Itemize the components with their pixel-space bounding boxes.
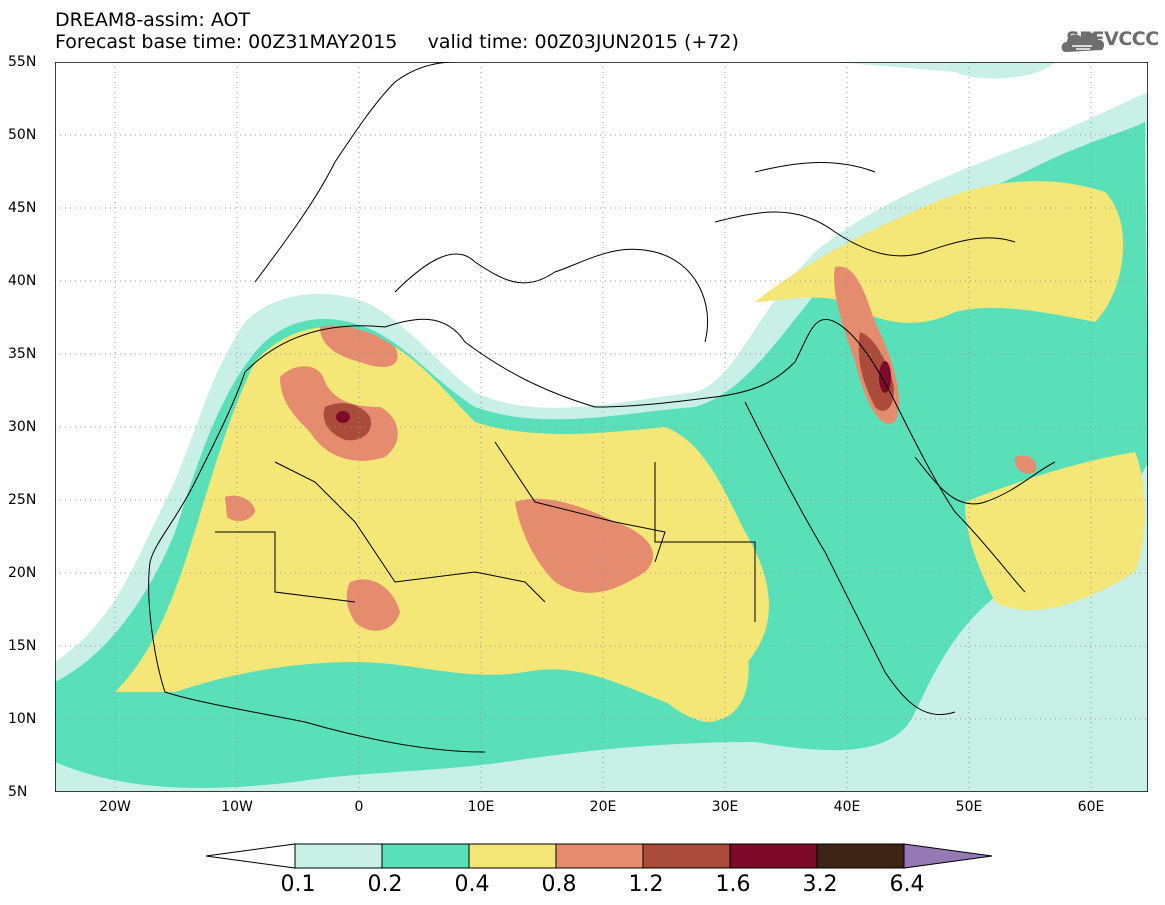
colorbar-swatch — [816, 843, 905, 869]
cloud-icon — [1061, 32, 1105, 52]
lat-label: 15N — [8, 638, 37, 654]
colorbar-label: 1.2 — [628, 872, 664, 897]
lat-label: 25N — [8, 492, 37, 508]
lat-label: 35N — [8, 346, 37, 362]
lon-label: 10E — [467, 799, 495, 815]
lat-label: 30N — [8, 419, 37, 435]
lat-label: 50N — [8, 127, 37, 143]
lat-label: 20N — [8, 565, 37, 581]
lat-label: 40N — [8, 273, 37, 289]
colorbar-swatch — [642, 843, 731, 869]
lon-label: 60E — [1077, 799, 1105, 815]
colorbar-swatch — [294, 843, 383, 869]
colorbar-label: 0.8 — [541, 872, 577, 897]
lat-label: 10N — [8, 711, 37, 727]
colorbar-label: 0.2 — [367, 872, 403, 897]
colorbar-swatch — [468, 843, 557, 869]
colorbar-label: 6.4 — [889, 872, 925, 897]
colorbar-swatch — [729, 843, 818, 869]
lon-label: 50E — [955, 799, 983, 815]
coastlines — [148, 62, 1056, 753]
lat-label: 45N — [8, 200, 37, 216]
forecast-time-subtitle: Forecast base time: 00Z31MAY2015 valid t… — [55, 31, 739, 53]
lon-label: 20W — [99, 799, 131, 815]
logo-text: SEEVCCC — [1066, 28, 1159, 50]
colorbar-over-arrow — [903, 843, 993, 869]
colorbar-label: 3.2 — [802, 872, 838, 897]
aot-map — [55, 62, 1148, 792]
chart-title: DREAM8-assim: AOT — [55, 9, 251, 31]
colorbar-swatch — [555, 843, 644, 869]
colorbar — [205, 843, 993, 869]
lat-label: 5N — [8, 784, 28, 800]
aot-band-0.4 — [115, 181, 1145, 722]
lon-label: 10W — [221, 799, 253, 815]
lon-label: 20E — [589, 799, 617, 815]
colorbar-label: 1.6 — [715, 872, 751, 897]
colorbar-label: 0.4 — [454, 872, 490, 897]
lon-label: 30E — [711, 799, 739, 815]
lat-label: 55N — [8, 54, 37, 70]
colorbar-label: 0.1 — [280, 872, 316, 897]
aot-band-1.6 — [336, 361, 891, 423]
colorbar-under-arrow — [205, 843, 296, 869]
lon-label: 0 — [354, 799, 364, 815]
colorbar-swatch — [381, 843, 470, 869]
lon-label: 40E — [833, 799, 861, 815]
graticule — [55, 62, 1148, 792]
